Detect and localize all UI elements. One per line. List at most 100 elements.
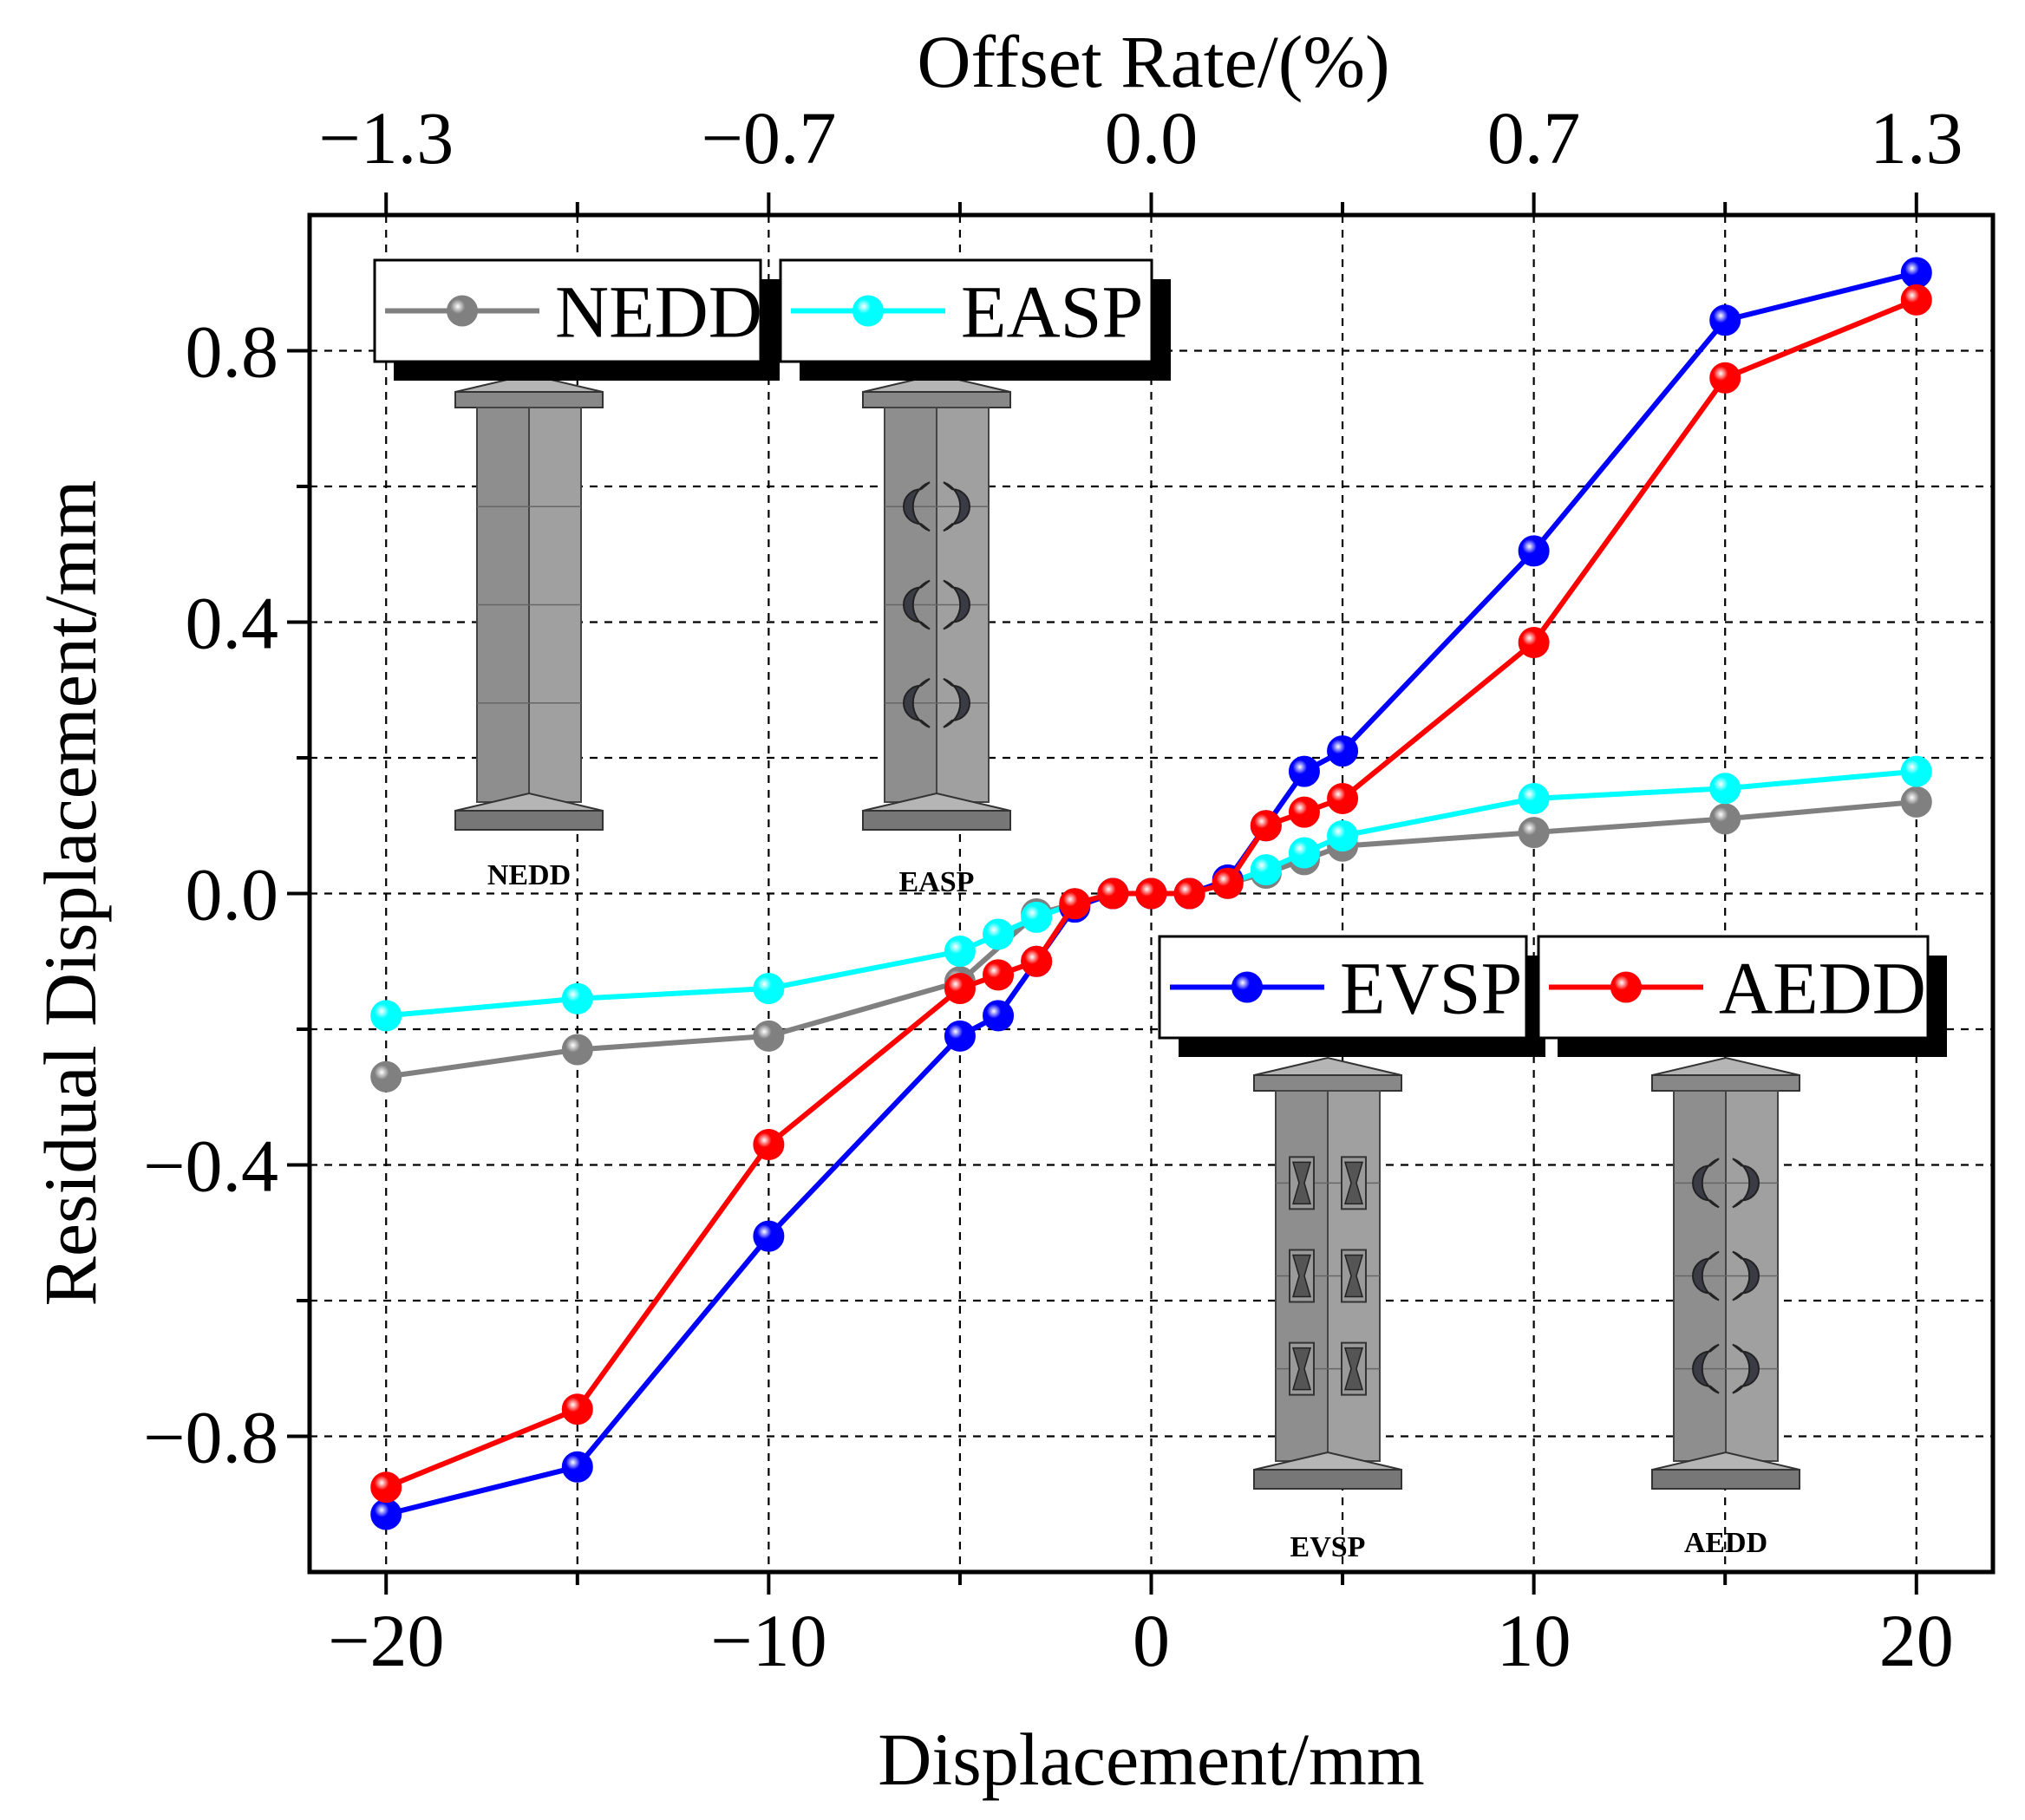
column-base-side <box>862 810 1011 831</box>
inset-label-nedd: NEDD <box>487 859 571 891</box>
x-axis-label: Displacement/mm <box>878 1718 1425 1801</box>
insets: NEDD EASP EVSP AEDD <box>454 373 1800 1563</box>
arc-damper-right <box>1732 1250 1760 1301</box>
plate-damper-core <box>1292 1347 1311 1391</box>
top-tick-label: 0.7 <box>1487 96 1581 179</box>
plate-damper-core <box>1344 1347 1363 1391</box>
legend-marker <box>1231 971 1263 1003</box>
y-tick-label: 0.4 <box>186 582 279 665</box>
x-tick-label: −10 <box>710 1599 827 1682</box>
data-point-easp <box>1900 755 1932 787</box>
column-inset-easp <box>862 373 1011 831</box>
ticks: −20 −10 0 10 20 −1.3 −0.7 0.0 0.7 1.3 −0.8 −0.4 0.0 0… <box>143 96 1963 1682</box>
y-tick-label: −0.4 <box>143 1125 278 1208</box>
data-point-easp <box>1250 854 1282 886</box>
data-point-aedd <box>1518 626 1550 658</box>
y-axis-label: Residual Displacement/mm <box>29 480 112 1307</box>
data-point-easp <box>753 973 785 1005</box>
legend-box <box>779 258 1153 363</box>
x-tick-label: −20 <box>328 1599 445 1682</box>
data-point-evsp <box>1709 304 1741 336</box>
top-tick-label: 1.3 <box>1870 96 1963 179</box>
data-point-evsp <box>983 1000 1015 1032</box>
data-point-evsp <box>944 1020 976 1052</box>
column-cap-top-side <box>1651 1074 1800 1092</box>
data-point-aedd <box>370 1471 402 1504</box>
top-tick-label: −1.3 <box>318 96 454 179</box>
column-base-side <box>1651 1469 1800 1490</box>
data-point-easp <box>1709 773 1741 805</box>
data-point-easp <box>1021 901 1053 933</box>
data-point-aedd <box>1900 284 1932 316</box>
grid <box>310 215 1993 1572</box>
legend-easp: EASP <box>779 258 1171 381</box>
plate-damper-core <box>1344 1254 1363 1298</box>
y-tick-label: 0.8 <box>186 310 279 394</box>
legend-evsp: EVSP <box>1158 935 1545 1057</box>
data-point-aedd <box>1097 877 1129 910</box>
plate-damper-core <box>1292 1254 1311 1298</box>
arc-damper-right <box>1732 1158 1760 1209</box>
column-cap-top-side <box>862 391 1011 408</box>
data-point-nedd <box>753 1020 785 1052</box>
data-point-easp <box>944 936 976 968</box>
column-cap-top-side <box>1253 1074 1402 1092</box>
data-point-aedd <box>1059 888 1091 920</box>
x-tick-label: 10 <box>1497 1599 1571 1682</box>
arc-damper-left <box>1692 1250 1720 1301</box>
data-point-aedd <box>753 1129 785 1161</box>
arc-damper-left <box>903 677 931 728</box>
legend-label: NEDD <box>555 271 762 354</box>
data-point-aedd <box>561 1393 593 1425</box>
arc-damper-right <box>943 677 970 728</box>
data-point-nedd <box>1900 786 1932 818</box>
data-point-nedd <box>370 1060 402 1093</box>
data-point-evsp <box>1518 535 1550 567</box>
data-point-easp <box>983 918 1015 950</box>
data-point-aedd <box>1212 867 1244 899</box>
data-point-easp <box>1327 819 1359 851</box>
inset-label-aedd: AEDD <box>1684 1527 1767 1559</box>
plate-damper-core <box>1292 1161 1311 1205</box>
data-point-easp <box>1518 782 1550 814</box>
y-tick-label: −0.8 <box>143 1396 278 1479</box>
legend-label: EVSP <box>1340 947 1522 1030</box>
data-point-aedd <box>1709 362 1741 394</box>
arc-damper-left <box>903 481 931 532</box>
data-point-easp <box>1288 837 1320 869</box>
arc-damper-right <box>943 481 970 532</box>
data-point-aedd <box>1327 782 1359 814</box>
data-point-evsp <box>561 1451 593 1483</box>
data-point-evsp <box>1327 735 1359 767</box>
top-tick-label: 0.0 <box>1105 96 1199 179</box>
arc-damper-right <box>943 579 970 630</box>
series-layer <box>370 257 1932 1530</box>
data-point-evsp <box>370 1498 402 1530</box>
data-point-aedd <box>1288 796 1320 828</box>
data-point-evsp <box>753 1220 785 1252</box>
data-point-nedd <box>1709 803 1741 835</box>
legend-marker <box>447 295 478 327</box>
column-inset-aedd <box>1651 1056 1800 1490</box>
data-point-easp <box>561 982 593 1014</box>
series-aedd <box>370 284 1932 1504</box>
column-base-side <box>454 810 604 831</box>
column-base-side <box>1253 1469 1402 1490</box>
column-cap-top-side <box>454 391 604 408</box>
x-tick-label: 0 <box>1133 1599 1170 1682</box>
legend-label: AEDD <box>1719 947 1926 1030</box>
data-point-nedd <box>561 1034 593 1066</box>
data-point-evsp <box>1900 257 1932 289</box>
data-point-nedd <box>1518 817 1550 849</box>
data-point-aedd <box>1021 945 1053 977</box>
data-point-easp <box>370 1000 402 1032</box>
column-inset-nedd <box>454 373 604 831</box>
column-inset-evsp <box>1253 1056 1402 1490</box>
data-point-evsp <box>1288 755 1320 787</box>
arc-damper-right <box>1732 1343 1760 1394</box>
legend-nedd: NEDD <box>373 258 780 381</box>
data-point-aedd <box>1135 877 1167 910</box>
arc-damper-left <box>1692 1343 1720 1394</box>
top-axis-label: Offset Rate/(%) <box>917 20 1389 103</box>
